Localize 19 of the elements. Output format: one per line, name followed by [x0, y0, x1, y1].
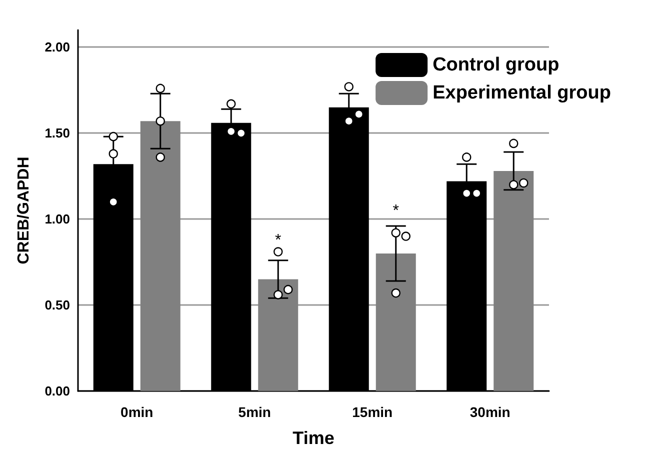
legend-label: Control group	[432, 54, 560, 76]
x-axis-title: Time	[292, 428, 334, 448]
y-tick-label: 1.50	[44, 126, 70, 141]
y-tick-label: 0.00	[44, 384, 70, 398]
annotation: *	[392, 202, 399, 220]
bar	[494, 170, 534, 391]
bar	[258, 279, 298, 391]
annotation: *	[275, 232, 282, 249]
bar	[376, 253, 416, 391]
y-tick-label: 2.00	[44, 40, 70, 55]
y-tick-label: 0.50	[44, 298, 70, 313]
x-tick-label: 0min	[120, 404, 154, 420]
x-tick-label: 15min	[352, 404, 393, 420]
x-tick-label: 5min	[238, 404, 271, 420]
y-axis-title: CREB/GAPDH	[16, 156, 32, 264]
x-tick-label: 30min	[470, 404, 510, 420]
legend-label: Experimental group	[432, 82, 611, 104]
y-tick-label: 1.00	[44, 212, 70, 227]
bar	[140, 121, 180, 391]
